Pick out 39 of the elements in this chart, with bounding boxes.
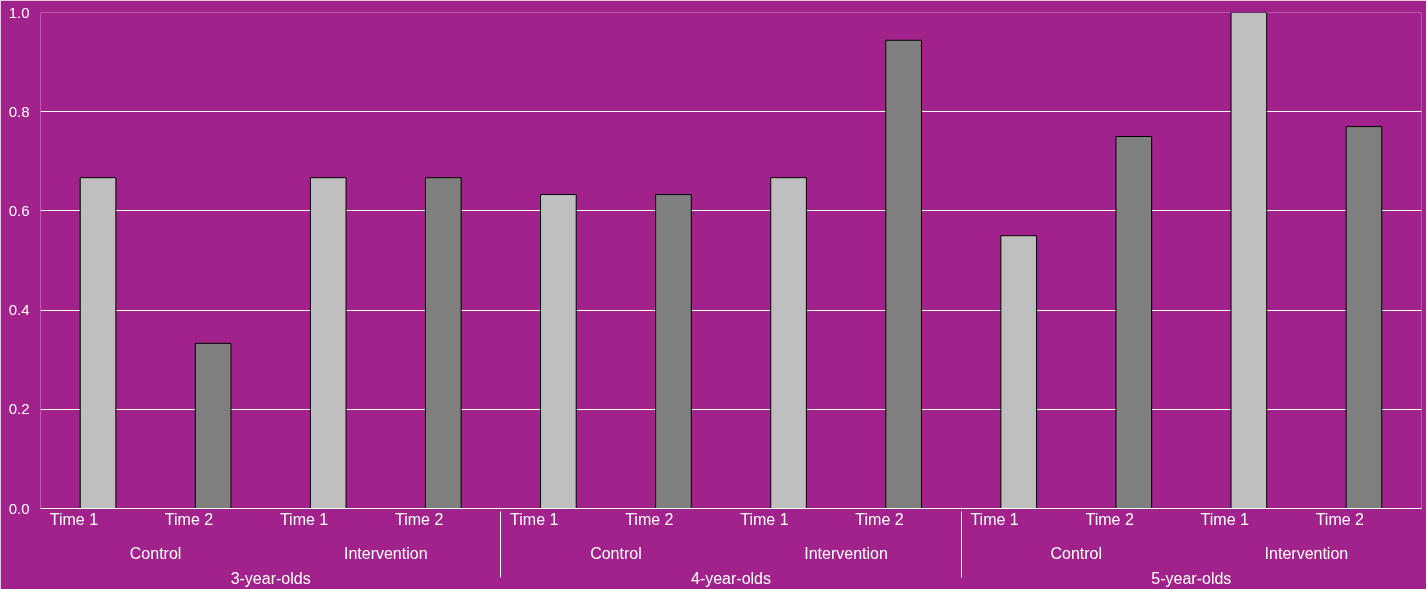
y-tick-label: 0.6 [8, 201, 30, 219]
text: Control [590, 544, 642, 562]
bar [424, 177, 462, 509]
bar [194, 342, 232, 509]
bar [540, 194, 577, 509]
y-tick-label: 0.0 [8, 499, 30, 517]
x-tick-label: Time 2 [394, 511, 444, 528]
text: Intervention [343, 544, 428, 562]
bar [1115, 136, 1153, 509]
x-tick-label: Time 1 [1200, 511, 1249, 528]
x-tick-label: Time 2 [855, 511, 904, 528]
x-tick-label: Time 1 [510, 511, 559, 528]
x-tick-label: Time 1 [279, 511, 329, 528]
bar [885, 39, 922, 509]
text: 3-year-olds [230, 569, 311, 587]
bar [309, 177, 347, 509]
bar [1345, 126, 1383, 509]
bar [1000, 235, 1038, 509]
bar [1230, 12, 1268, 509]
text: Intervention [804, 544, 888, 562]
bar [770, 177, 807, 509]
y-tick-label: 0.8 [8, 102, 30, 120]
text: 4-year-olds [690, 569, 772, 587]
x-tick-label: Time 2 [625, 511, 674, 528]
x-tick-label: Time 1 [49, 511, 99, 528]
y-tick-label: 1.0 [8, 3, 30, 21]
x-tick-label: Time 1 [740, 511, 789, 528]
y-tick-label: 0.2 [8, 400, 30, 418]
bar [655, 194, 692, 509]
text: Control [129, 544, 182, 562]
x-tick-label: Time 2 [1315, 511, 1365, 528]
x-tick-label: Time 2 [164, 511, 214, 528]
x-tick-label: Time 1 [970, 511, 1019, 528]
text: Intervention [1264, 544, 1349, 562]
text: 5-year-olds [1151, 569, 1232, 587]
bar [79, 177, 117, 509]
x-tick-label: Time 2 [1085, 511, 1134, 528]
y-tick-label: 0.4 [8, 301, 30, 319]
text: Control [1050, 544, 1103, 562]
